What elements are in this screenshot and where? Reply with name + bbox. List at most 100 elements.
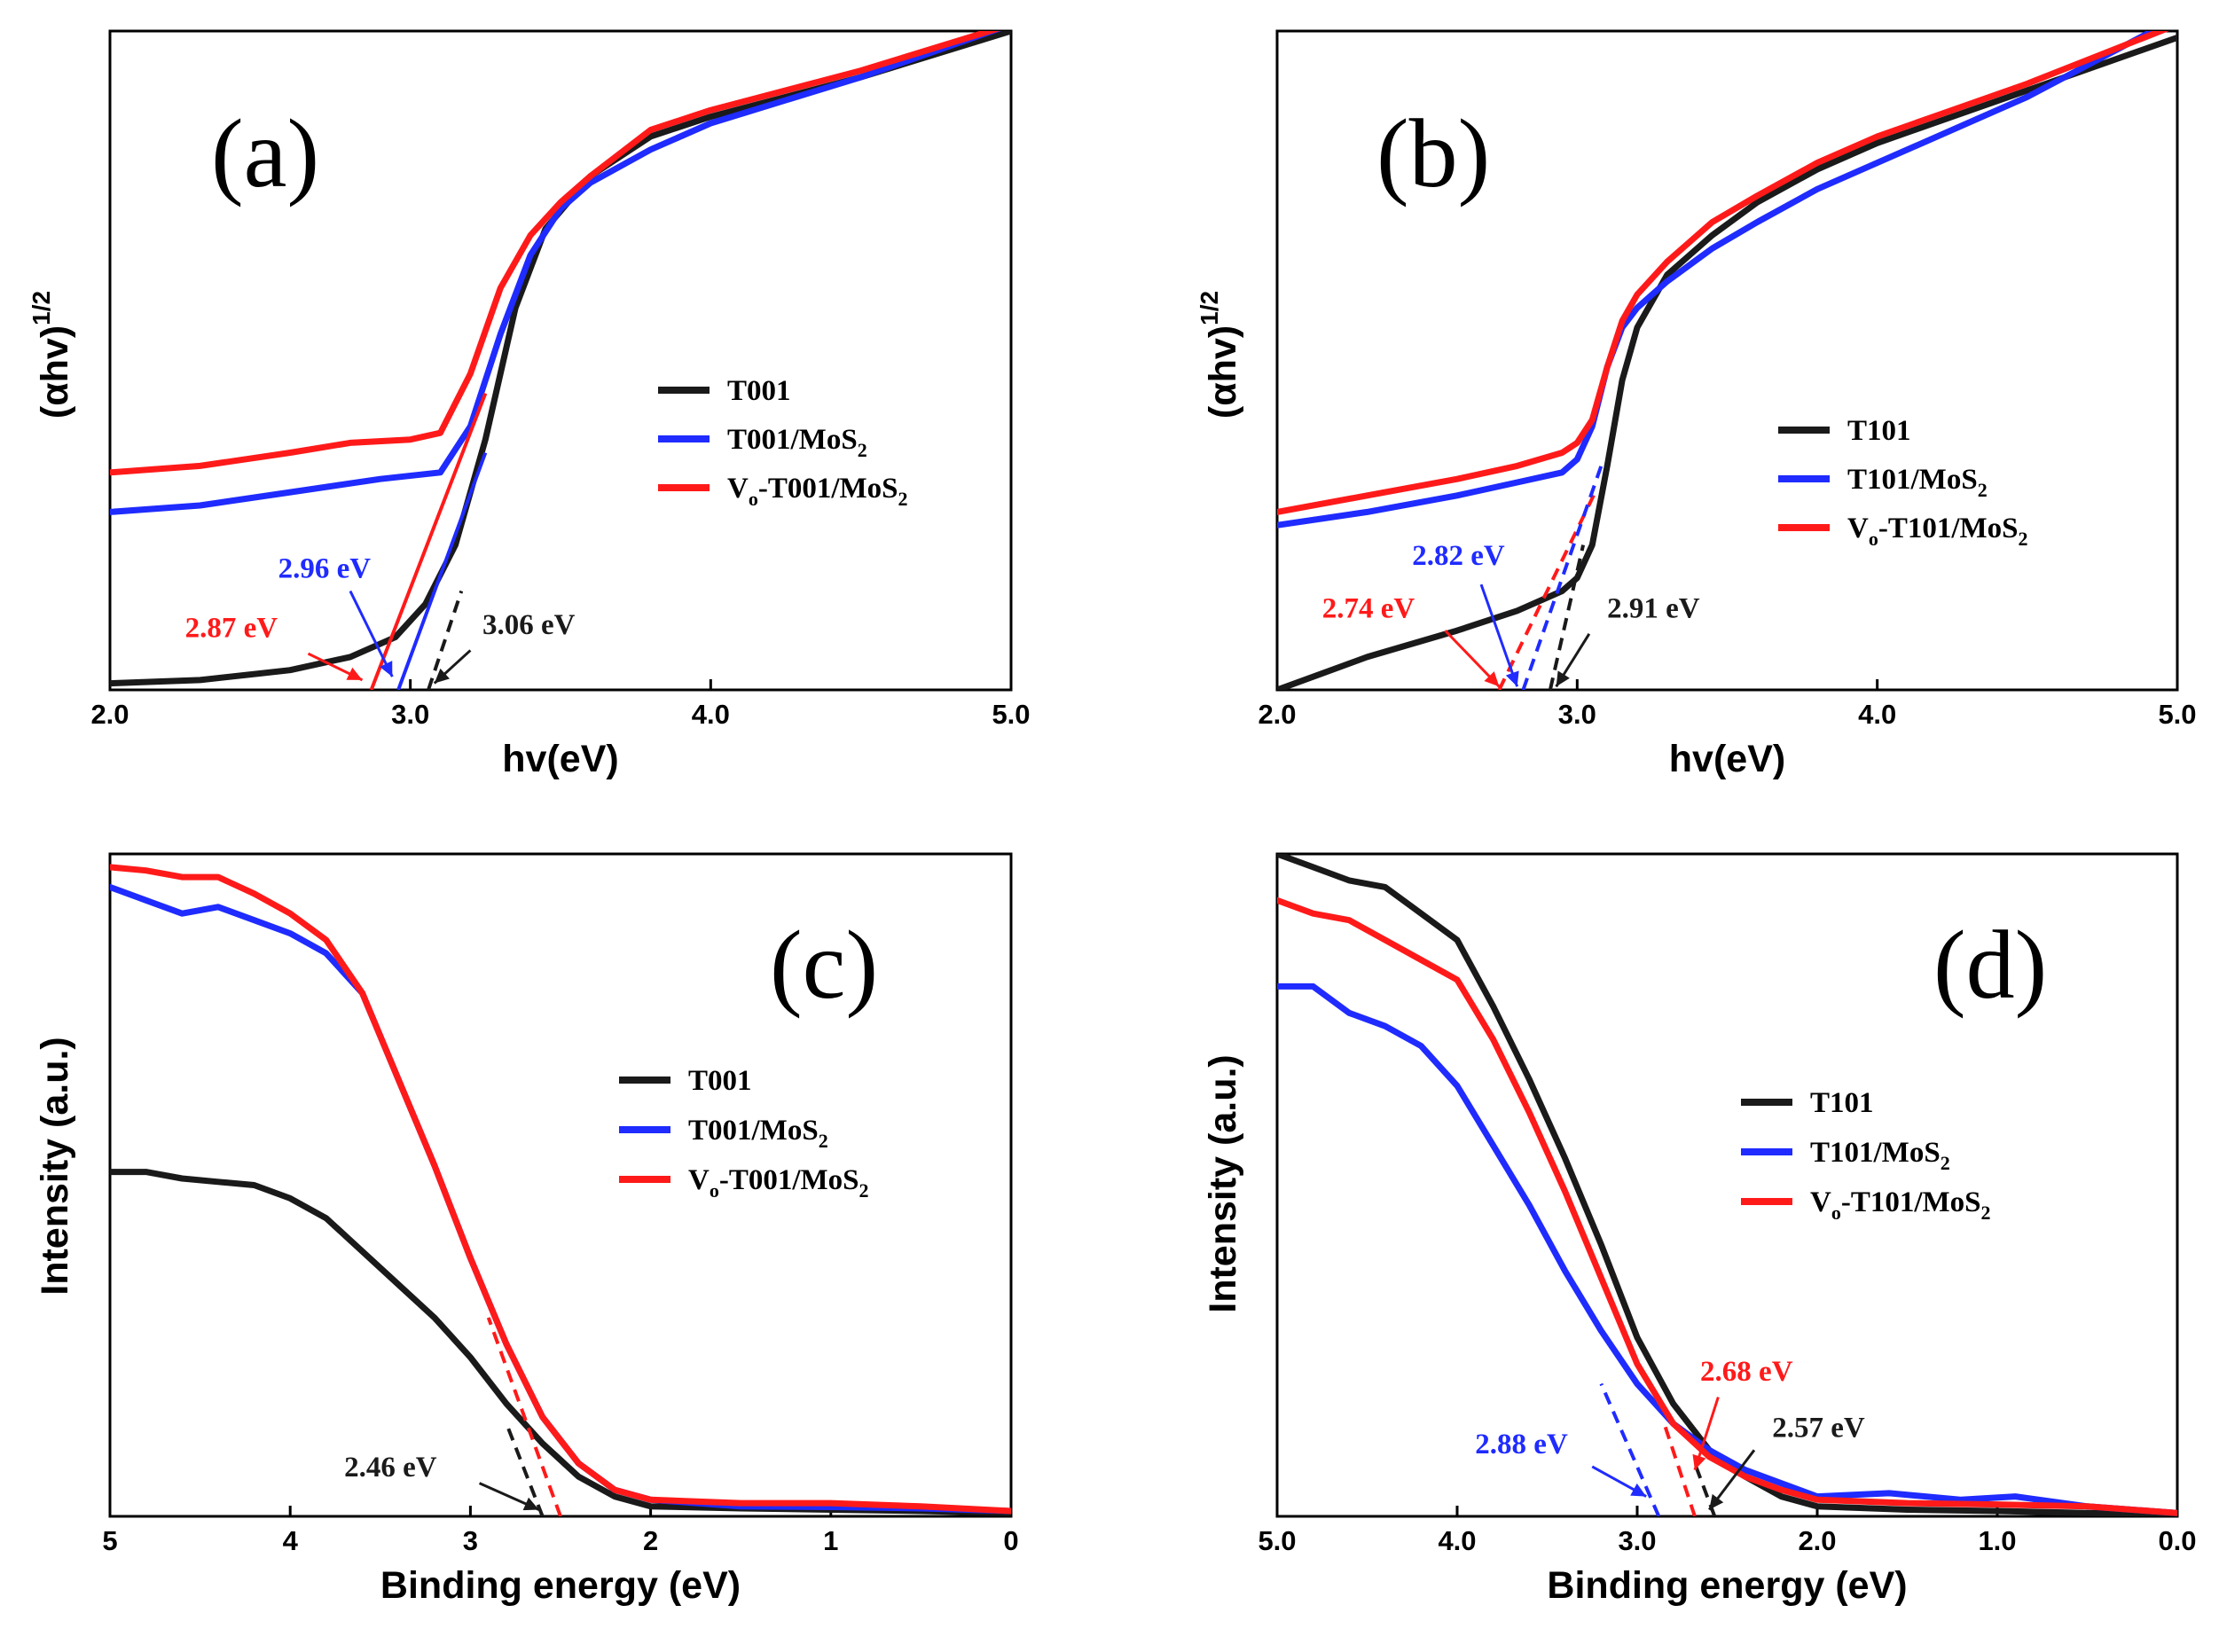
legend-subscript: 2 [819, 1130, 828, 1152]
annotation-label: 2.91 eV [1607, 592, 1700, 624]
legend-text: -T101/MoS [1878, 513, 2019, 544]
legend-text: -T101/MoS [1841, 1186, 1981, 1218]
legend-text: -T001/MoS [758, 473, 898, 505]
legend-text: T001/MoS [688, 1115, 819, 1147]
legend-entry: T001 [727, 375, 791, 407]
y-axis-label: Intensity (a.u.) [34, 1037, 76, 1295]
tangent-line-blue [1521, 465, 1603, 690]
plot-frame [1275, 29, 2179, 692]
annotation-arrow [349, 590, 394, 677]
legend-text: T001/MoS [727, 424, 858, 456]
legend-entry: Vo-T101/MoS2 [1810, 1186, 1991, 1224]
series-line-t101mos2 [1277, 31, 2160, 528]
annotation-arrowhead [346, 667, 363, 680]
annotation-label: 3.06 eV [482, 609, 576, 641]
tangent-line-blue [396, 451, 488, 690]
legend-text: T101/MoS [1810, 1137, 1941, 1169]
tangent-line-blue [1599, 1382, 1661, 1516]
legend-subscript: 2 [859, 1179, 869, 1202]
x-tick-label: 5 [102, 1525, 117, 1556]
x-tick-label: 4 [283, 1525, 299, 1556]
panel-c: 5 4 3 2 1 0 Binding energy (eV) Intensity (a.u.… [34, 852, 1019, 1607]
x-tick-label: 1 [823, 1525, 838, 1556]
x-axis-label: hv(eV) [502, 738, 618, 780]
legend-entry: T001/MoS2 [688, 1115, 828, 1152]
plot-frame [108, 29, 1013, 692]
annotation-arrowhead [1630, 1483, 1647, 1497]
legend-entry: T101/MoS2 [1810, 1137, 1950, 1174]
x-tick-label: 4.0 [692, 699, 730, 730]
panel-label: (a) [211, 99, 319, 207]
annotation-arrowhead [380, 661, 393, 677]
x-tick-label: 5.0 [992, 699, 1030, 730]
x-tick-label: 2.0 [1258, 699, 1296, 730]
series-line-t101mos2 [1277, 983, 2177, 1516]
tangent-line-black [427, 590, 464, 690]
x-tick-label: 5.0 [1258, 1525, 1296, 1556]
annotation-arrowhead [1692, 1453, 1706, 1470]
annotation-label: 2.87 eV [185, 613, 278, 645]
legend-text: T001 [688, 1065, 752, 1097]
x-tick-label: 3 [463, 1525, 478, 1556]
legend-entry: T101 [1847, 415, 1911, 447]
tangent-line-red [1662, 1422, 1697, 1516]
x-tick-label: 2.0 [90, 699, 129, 730]
x-axis-label: hv(eV) [1669, 738, 1785, 780]
legend-entry: Vo-T001/MoS2 [727, 473, 908, 510]
x-tick-label: 0.0 [2158, 1525, 2196, 1556]
annotation-arrowhead [1505, 670, 1519, 687]
panel-label: (c) [770, 911, 878, 1019]
x-tick-label: 1.0 [1978, 1525, 2016, 1556]
x-axis-label: Binding energy (eV) [380, 1564, 741, 1607]
annotation-arrowhead [522, 1497, 539, 1511]
y-axis-label: Intensity (a.u.) [1202, 1054, 1244, 1312]
annotation-label: 2.74 eV [1322, 592, 1415, 624]
panel-label: (b) [1376, 99, 1490, 207]
legend-subscript: o [1831, 1202, 1841, 1224]
panel-d: 5.0 4.0 3.0 2.0 1.0 0.0 Binding energy (eV) Int… [1202, 852, 2197, 1607]
annotation-arrow [1479, 583, 1519, 687]
x-tick-label: 3.0 [1558, 699, 1596, 730]
annotation-label: 2.96 eV [278, 553, 372, 585]
series-line-vot101mos2 [1277, 896, 2177, 1516]
y-axis-label: (αhv)1/2 [1196, 291, 1244, 419]
panel-a: 2.0 3.0 4.0 5.0 hv(eV) (αhv)1/2 (a) 2.87 eV2.96… [27, 29, 1031, 780]
panel-label: (d) [1933, 911, 2047, 1019]
legend-text: T101 [1847, 415, 1911, 447]
legend-subscript: o [1869, 528, 1878, 550]
legend-text: V [727, 473, 749, 505]
x-tick-label: 4.0 [1858, 699, 1896, 730]
series-line-vot001mos2 [110, 31, 1000, 476]
legend-subscript: 2 [858, 439, 867, 461]
legend-entry: T101 [1810, 1087, 1874, 1119]
tangent-line-red [486, 1317, 562, 1516]
annotation-label: 2.68 eV [1700, 1356, 1793, 1388]
legend-text: V [1810, 1186, 1831, 1218]
legend-text: V [1847, 513, 1869, 544]
legend-text: T001 [727, 375, 791, 407]
legend-text: T101 [1810, 1087, 1874, 1119]
y-axis-label-main: (αhv) [1202, 325, 1244, 419]
series-group [110, 31, 1011, 690]
series-line-t001 [110, 1169, 1011, 1516]
annotation-arrowhead [1556, 670, 1570, 687]
series-line-t001 [110, 31, 1011, 687]
x-tick-label: 2 [643, 1525, 658, 1556]
panel-b: 2.0 3.0 4.0 5.0 hv(eV) (αhv)1/2 (b) 2.74 eV 2.82… [1196, 29, 2197, 780]
tangent-line-red [369, 392, 488, 690]
legend-entry: T001 [688, 1065, 752, 1097]
series-line-t101 [1277, 34, 2177, 690]
legend-entry: T101/MoS2 [1847, 464, 1988, 501]
legend-subscript: 2 [2019, 528, 2028, 550]
legend-subscript: 2 [1978, 479, 1988, 501]
series-line-t001mos2 [110, 31, 1002, 515]
annotation-arrowhead [434, 668, 451, 684]
x-tick-label: 3.0 [391, 699, 429, 730]
annotation-label: 2.46 eV [344, 1452, 437, 1484]
x-tick-label: 3.0 [1618, 1525, 1656, 1556]
legend-entry: Vo-T101/MoS2 [1847, 513, 2028, 550]
x-axis-label: Binding energy (eV) [1547, 1564, 1907, 1607]
series-line-vot101mos2 [1277, 31, 2169, 515]
legend-text: T101/MoS [1847, 464, 1978, 496]
